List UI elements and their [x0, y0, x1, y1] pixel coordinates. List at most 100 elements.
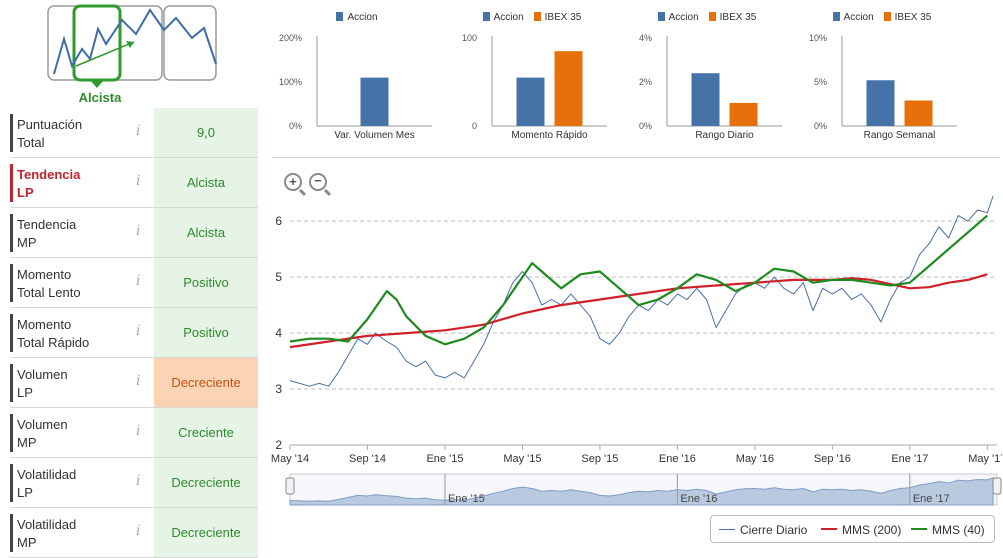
- info-icon[interactable]: i: [136, 323, 141, 339]
- legend-swatch: [336, 12, 344, 21]
- row-marker: [10, 514, 13, 552]
- y-tick-label: 2: [275, 438, 282, 452]
- legend-mms200[interactable]: MMS (200): [821, 523, 901, 537]
- mini-legend-item[interactable]: Accion: [482, 12, 524, 23]
- mini-legend-item[interactable]: IBEX 35: [708, 12, 756, 23]
- y-tick-label: 4%: [639, 33, 652, 43]
- bar-ibex[interactable]: [554, 51, 583, 127]
- score-label-line: LP: [17, 185, 34, 200]
- score-row[interactable]: Volatilidad LP i Decreciente: [10, 458, 258, 508]
- score-label: Tendencia MP: [17, 216, 127, 252]
- navigator-handle-left[interactable]: [285, 477, 295, 495]
- row-marker: [10, 414, 13, 452]
- legend-swatch: [883, 12, 891, 21]
- legend-mms40-label: MMS (40): [932, 523, 985, 537]
- legend-mms40-line: [911, 528, 927, 530]
- score-label-line: MP: [17, 235, 37, 250]
- x-tick-label: Sep '14: [349, 453, 386, 465]
- legend-swatch: [657, 12, 665, 21]
- legend-mms40[interactable]: MMS (40): [911, 523, 985, 537]
- zoom-out-icon[interactable]: −: [309, 173, 327, 191]
- zoom-in-icon[interactable]: +: [284, 173, 302, 191]
- mini-legend-item[interactable]: IBEX 35: [533, 12, 581, 23]
- score-label-line: MP: [17, 535, 37, 550]
- x-tick-label: Ene '17: [891, 453, 928, 465]
- score-label-line: LP: [17, 385, 33, 400]
- mini-legend: Accion IBEX 35: [447, 12, 617, 23]
- info-icon[interactable]: i: [136, 173, 141, 189]
- y-tick-label: 0%: [289, 121, 302, 131]
- legend-swatch: [482, 12, 490, 21]
- y-tick-label: 5: [275, 270, 282, 284]
- y-tick-label: 10%: [809, 33, 827, 43]
- bar-accion[interactable]: [360, 77, 389, 126]
- bar-accion[interactable]: [691, 73, 720, 126]
- trend-selected-label: Alcista: [78, 90, 122, 105]
- trend-option-bajista[interactable]: [163, 5, 217, 81]
- x-tick-label: Sep '15: [581, 453, 618, 465]
- score-label-line: Tendencia: [17, 167, 81, 182]
- bar-accion[interactable]: [516, 77, 545, 126]
- legend-label: Accion: [668, 12, 699, 23]
- score-label-line: Momento: [17, 267, 72, 282]
- mini-chart-momento: Accion IBEX 35 0 100 Momento Rápido: [447, 6, 617, 146]
- x-tick-label: Ene '16: [659, 453, 696, 465]
- series-cierre-line[interactable]: [289, 195, 994, 387]
- mini-chart-title: Rango Semanal: [864, 130, 936, 141]
- info-icon[interactable]: i: [136, 423, 141, 439]
- score-label-line: Momento: [17, 317, 72, 332]
- score-value: Alcista: [154, 158, 258, 207]
- mini-legend: Accion: [272, 12, 442, 23]
- mini-legend-item[interactable]: IBEX 35: [883, 12, 931, 23]
- legend-cierre[interactable]: Cierre Diario: [719, 523, 807, 537]
- navigator-handle-right[interactable]: [992, 477, 1002, 495]
- score-row[interactable]: Momento Total Rápido i Positivo: [10, 308, 258, 358]
- score-label: Momento Total Rápido: [17, 316, 127, 352]
- navigator-label: Ene '17: [913, 493, 950, 505]
- score-row[interactable]: Momento Total Lento i Positivo: [10, 258, 258, 308]
- navigator-label: Ene '15: [448, 493, 485, 505]
- navigator-label: Ene '16: [680, 493, 717, 505]
- mini-legend-item[interactable]: Accion: [336, 12, 378, 23]
- mini-legend-item[interactable]: Accion: [657, 12, 699, 23]
- chart-legend: Cierre Diario MMS (200) MMS (40): [710, 515, 995, 543]
- score-label: Volumen MP: [17, 416, 127, 452]
- y-tick-label: 0: [472, 121, 477, 131]
- score-row[interactable]: Tendencia LP i Alcista: [10, 158, 258, 208]
- score-label: Puntuación Total: [17, 116, 127, 152]
- info-icon[interactable]: i: [136, 273, 141, 289]
- score-value: 9,0: [154, 108, 258, 157]
- info-icon[interactable]: i: [136, 123, 141, 139]
- score-label-line: Volatilidad: [17, 517, 77, 532]
- x-tick-label: Ene '15: [426, 453, 463, 465]
- trend-selector[interactable]: [46, 4, 218, 104]
- score-label: Tendencia LP: [17, 166, 127, 202]
- score-row[interactable]: Volumen LP i Decreciente: [10, 358, 258, 408]
- row-marker: [10, 264, 13, 302]
- series-mms200-line[interactable]: [289, 273, 988, 349]
- legend-mms200-label: MMS (200): [842, 523, 902, 537]
- bar-accion[interactable]: [866, 80, 895, 126]
- bar-ibex[interactable]: [904, 100, 933, 126]
- mini-legend-item[interactable]: Accion: [832, 12, 874, 23]
- mini-legend: Accion IBEX 35: [622, 12, 792, 23]
- score-row[interactable]: Puntuación Total i 9,0: [10, 108, 258, 158]
- mini-chart-rango-diario: Accion IBEX 35 0% 2% 4% Rango Diario: [622, 6, 792, 146]
- score-row[interactable]: Tendencia MP i Alcista: [10, 208, 258, 258]
- info-icon[interactable]: i: [136, 473, 141, 489]
- x-tick-label: May '14: [271, 453, 309, 465]
- mini-chart-volumen: Accion 0% 100% 200% Var. Volumen Mes: [272, 6, 442, 146]
- y-tick-label: 100%: [279, 77, 302, 87]
- bar-ibex[interactable]: [729, 102, 758, 126]
- series-mms40-line[interactable]: [289, 214, 989, 346]
- mini-chart-title: Rango Diario: [695, 130, 754, 141]
- info-icon[interactable]: i: [136, 223, 141, 239]
- info-icon[interactable]: i: [136, 523, 141, 539]
- price-chart[interactable]: 2 3 4 5 6 May '14 Sep '14 Ene '15 May '15 Sep '15…: [270, 162, 1002, 512]
- score-row[interactable]: Volumen MP i Creciente: [10, 408, 258, 458]
- trend-option-alcista[interactable]: [72, 4, 122, 82]
- info-icon[interactable]: i: [136, 373, 141, 389]
- score-label: Momento Total Lento: [17, 266, 127, 302]
- score-value: Creciente: [154, 408, 258, 457]
- score-row[interactable]: Volatilidad MP i Decreciente: [10, 508, 258, 558]
